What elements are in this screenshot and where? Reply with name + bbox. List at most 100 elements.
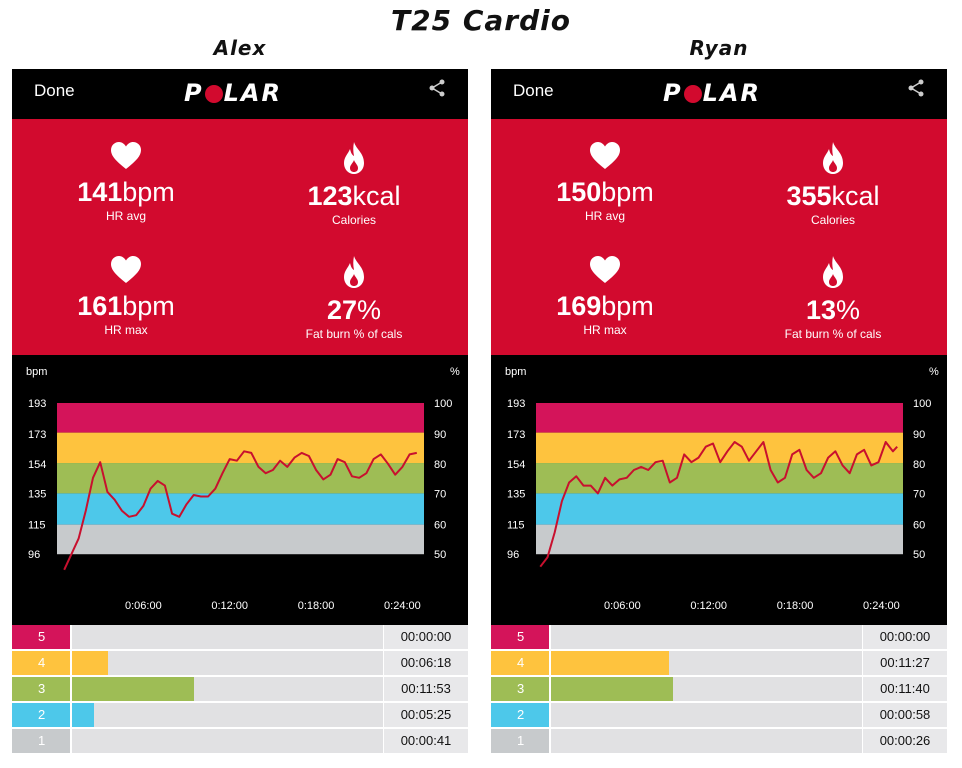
zone-time: 00:05:25 <box>384 703 468 727</box>
heart-icon <box>491 255 719 285</box>
zone-bar <box>12 703 94 727</box>
heart-icon <box>12 141 240 171</box>
stat-hr-max: 169bpm HR max <box>491 255 719 337</box>
left-tick-label: 154 <box>507 459 525 471</box>
stat-label: Fat burn % of cals <box>305 327 403 341</box>
zone-bar <box>12 677 194 701</box>
left-tick-label: 193 <box>28 398 46 410</box>
left-tick-label: 135 <box>28 488 46 500</box>
zone-number: 4 <box>517 655 525 670</box>
hr-series-line <box>63 450 418 571</box>
zone-divider <box>549 651 551 675</box>
left-tick-label: 96 <box>507 549 519 561</box>
page-title: T25 Cardio <box>391 4 571 37</box>
left-tick-label: 135 <box>507 488 525 500</box>
zone-divider <box>549 703 551 727</box>
zone-time: 00:00:58 <box>863 703 947 727</box>
stat-hr-avg: 141bpm HR avg <box>12 141 240 223</box>
heart-icon <box>12 255 240 285</box>
right-tick-label: 90 <box>913 429 925 441</box>
right-tick-label: 100 <box>434 398 452 410</box>
right-tick-label: 70 <box>913 488 925 500</box>
zone-track <box>491 703 862 727</box>
zone-summary: 5 00:00:00 4 00:06:18 3 00:11:53 2 00:05:25 1 00:… <box>12 625 468 759</box>
flame-icon <box>240 255 468 289</box>
stat-value: 150bpm <box>556 177 654 207</box>
zone-time: 00:11:27 <box>863 651 947 675</box>
zone-row-1: 1 00:00:26 <box>491 729 947 753</box>
hr-series-line <box>539 441 898 568</box>
right-tick-label: 80 <box>913 459 925 471</box>
left-tick-label: 173 <box>507 429 525 441</box>
zone-row-5: 5 00:00:00 <box>491 625 947 649</box>
right-unit-label: % <box>929 366 939 378</box>
stat-calories: 123kcal Calories <box>240 141 468 227</box>
zone-bar <box>12 651 108 675</box>
zone-number: 3 <box>38 681 46 696</box>
zone-number: 4 <box>38 655 46 670</box>
hr-chart: bpm% 193 173 154 135 115 96 100 90 80 70 60 50 0:06:0… <box>491 355 947 625</box>
zone-number: 1 <box>38 733 46 748</box>
zone-divider <box>549 729 551 753</box>
zone-bar <box>491 729 551 753</box>
stat-value: 123kcal <box>307 181 401 211</box>
zone-time: 00:00:26 <box>863 729 947 753</box>
stat-label: Calories <box>331 213 376 227</box>
x-tick-label: 0:18:00 <box>777 600 814 612</box>
zone-bar <box>12 729 72 753</box>
stats-section: 141bpm HR avg 123kcal Calories 161bpm HR max 2… <box>12 119 468 355</box>
right-tick-label: 60 <box>434 520 446 532</box>
stat-label: HR max <box>104 323 148 337</box>
zone-number: 2 <box>517 707 525 722</box>
person-name-alex: Alex <box>213 36 267 60</box>
stat-value: 141bpm <box>77 177 175 207</box>
zone-band-zone5 <box>536 403 903 433</box>
right-tick-label: 90 <box>434 429 446 441</box>
stat-label: HR avg <box>105 209 146 223</box>
share-icon[interactable] <box>428 79 446 101</box>
done-button[interactable]: Done <box>34 81 75 100</box>
stat-calories: 355kcal Calories <box>719 141 947 227</box>
zone-band-zone3 <box>536 463 903 494</box>
stat-label: HR max <box>583 323 627 337</box>
panel-alex: Done P LAR 141bpm HR avg 123kcal Calories 161bp… <box>12 69 468 759</box>
zone-divider <box>70 651 72 675</box>
zone-number: 1 <box>517 733 525 748</box>
flame-icon <box>719 141 947 175</box>
zone-bar <box>491 625 551 649</box>
panel-ryan: Done P LAR 150bpm HR avg 355kcal Calories 169bp… <box>491 69 947 759</box>
stats-section: 150bpm HR avg 355kcal Calories 169bpm HR max 1… <box>491 119 947 355</box>
right-tick-label: 60 <box>913 520 925 532</box>
stat-label: HR avg <box>584 209 625 223</box>
zone-bar <box>491 703 551 727</box>
left-tick-label: 154 <box>28 459 46 471</box>
done-button[interactable]: Done <box>513 81 554 100</box>
stat-label: Fat burn % of cals <box>784 327 882 341</box>
flame-icon <box>719 255 947 289</box>
right-tick-label: 70 <box>434 488 446 500</box>
zone-divider <box>70 625 72 649</box>
zone-number: 5 <box>517 629 525 644</box>
flame-icon <box>240 141 468 175</box>
right-tick-label: 50 <box>913 549 925 561</box>
zone-row-2: 2 00:05:25 <box>12 703 468 727</box>
zone-bar <box>12 625 72 649</box>
zone-band-zone4 <box>57 432 424 464</box>
left-tick-label: 193 <box>507 398 525 410</box>
zone-time: 00:00:00 <box>863 625 947 649</box>
zone-bar <box>491 651 669 675</box>
top-bar: Done P LAR <box>12 69 468 119</box>
right-unit-label: % <box>450 366 460 378</box>
stat-fat-burn-of-cals: 27% Fat burn % of cals <box>240 255 468 341</box>
zone-time: 00:00:41 <box>384 729 468 753</box>
zone-band-zone3 <box>57 463 424 494</box>
zone-row-3: 3 00:11:40 <box>491 677 947 701</box>
stat-hr-avg: 150bpm HR avg <box>491 141 719 223</box>
person-name-ryan: Ryan <box>689 36 749 60</box>
x-tick-label: 0:06:00 <box>125 600 162 612</box>
polar-logo: P LAR <box>184 79 282 107</box>
share-icon[interactable] <box>907 79 925 101</box>
stat-label: Calories <box>810 213 855 227</box>
zone-time: 00:11:53 <box>384 677 468 701</box>
left-tick-label: 173 <box>28 429 46 441</box>
